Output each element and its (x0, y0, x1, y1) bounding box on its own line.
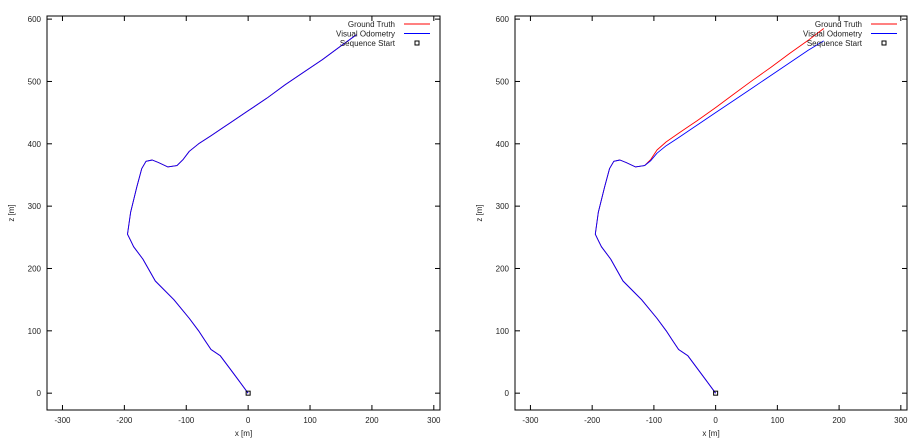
legend-label: Sequence Start (340, 39, 396, 48)
plot-frame (46, 15, 441, 411)
x-tick-label: 0 (246, 416, 251, 425)
x-tick-label: -100 (178, 416, 195, 425)
y-axis-label: z [m] (7, 204, 16, 221)
series-line-ground-truth (594, 28, 824, 394)
y-tick-label: 500 (28, 77, 42, 86)
sequence-start-marker (245, 390, 251, 396)
x-tick-label: 300 (427, 416, 441, 425)
x-tick-label: 100 (303, 416, 317, 425)
x-tick-label: 200 (832, 416, 846, 425)
y-tick-label: 200 (496, 264, 510, 273)
x-tick-label: -200 (584, 416, 601, 425)
x-axis-label: x [m] (235, 429, 252, 438)
x-tick-label: 200 (365, 416, 379, 425)
legend-label: Visual Odometry (336, 30, 395, 39)
y-tick-label: 200 (28, 264, 42, 273)
x-tick-label: -300 (54, 416, 71, 425)
x-tick-label: -100 (646, 416, 663, 425)
y-tick-label: 100 (28, 327, 42, 336)
y-tick-label: 600 (496, 15, 510, 24)
legend-marker-square (881, 40, 887, 46)
y-tick-label: 300 (28, 202, 42, 211)
y-tick-label: 600 (28, 15, 42, 24)
x-tick-label: 300 (894, 416, 908, 425)
legend-label: Visual Odometry (803, 30, 862, 39)
series-line-visual-odometry (594, 40, 824, 394)
y-tick-label: 0 (505, 389, 510, 398)
x-tick-label: -300 (522, 416, 539, 425)
chart-panel-left: -300 -200 -100 0 100 200 300 0 100 200 300 400 500 60… (7, 15, 441, 438)
x-tick-label: -200 (116, 416, 133, 425)
legend-label: Ground Truth (815, 20, 862, 29)
x-tick-label: 0 (713, 416, 718, 425)
chart-panel-right: -300 -200 -100 0 100 200 300 0 100 200 300 400 500 60… (475, 15, 908, 438)
legend-label: Ground Truth (348, 20, 395, 29)
y-axis-label: z [m] (475, 204, 484, 221)
legend-marker-square (414, 40, 420, 46)
y-tick-label: 500 (496, 77, 510, 86)
series-line-ground-truth (127, 34, 357, 394)
y-tick-label: 0 (37, 389, 42, 398)
plot-frame (514, 15, 908, 411)
y-tick-label: 100 (496, 327, 510, 336)
y-tick-label: 400 (28, 140, 42, 149)
x-axis-label: x [m] (702, 429, 719, 438)
y-tick-label: 400 (496, 140, 510, 149)
x-tick-label: 100 (771, 416, 785, 425)
legend-label: Sequence Start (807, 39, 863, 48)
series-line-visual-odometry (127, 34, 357, 394)
sequence-start-marker (713, 390, 719, 396)
y-tick-label: 300 (496, 202, 510, 211)
